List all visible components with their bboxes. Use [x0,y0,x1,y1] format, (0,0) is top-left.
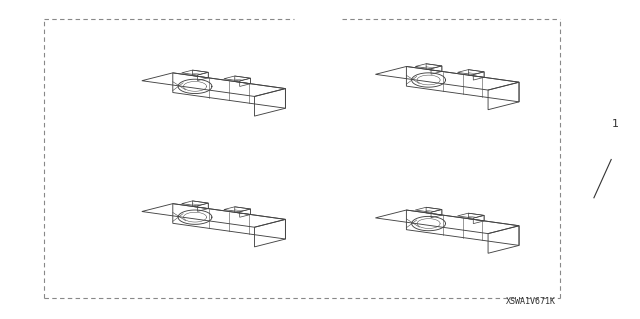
Text: XSWA1V671K: XSWA1V671K [506,297,556,306]
Text: 1: 1 [612,119,619,130]
